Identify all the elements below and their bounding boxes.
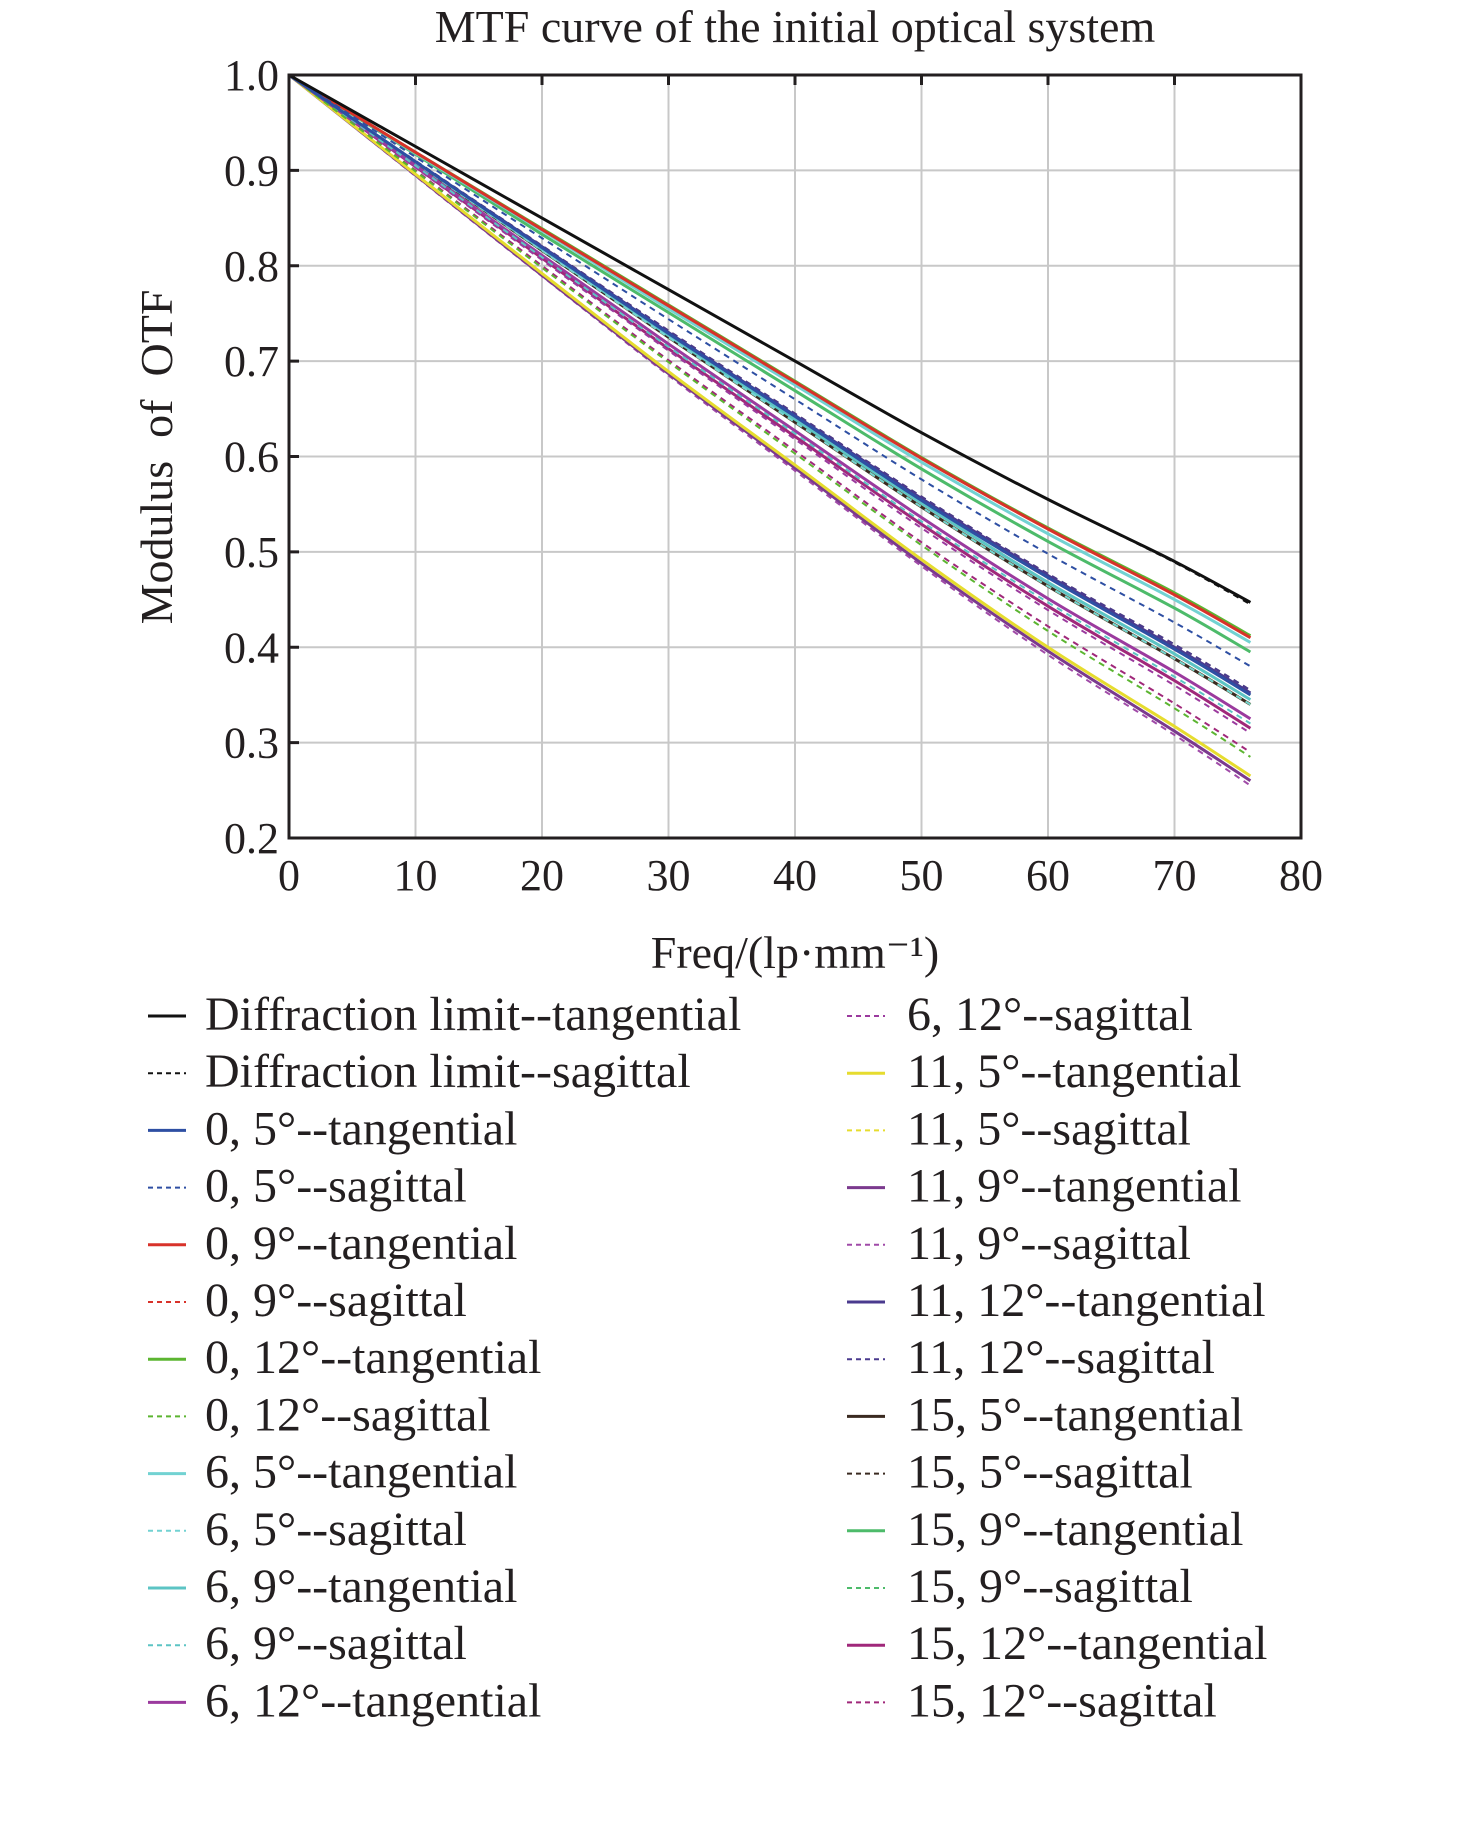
series-line-23 <box>288 74 1251 696</box>
legend-label: 11, 9°--sagittal <box>907 1217 1191 1270</box>
legend-label: 0, 5°--tangential <box>205 1102 517 1155</box>
legend-label: 0, 12°--sagittal <box>205 1388 491 1441</box>
legend-label: Diffraction limit--tangential <box>205 988 741 1041</box>
y-tick-label: 0.5 <box>224 528 279 577</box>
legend-label: 6, 5°--tangential <box>205 1446 517 1499</box>
series-line-9 <box>288 74 1251 706</box>
y-tick-label: 0.2 <box>224 814 279 863</box>
legend-label: 15, 5°--tangential <box>907 1388 1243 1441</box>
y-tick-label: 0.6 <box>224 433 279 482</box>
series-line-3 <box>288 74 1251 668</box>
x-tick-label: 0 <box>278 851 300 900</box>
legend-label: 6, 12°--tangential <box>205 1674 541 1727</box>
legend-label: 0, 5°--sagittal <box>205 1160 467 1213</box>
x-tick-label: 70 <box>1153 851 1197 900</box>
legend-label: 15, 9°--tangential <box>907 1503 1243 1556</box>
y-tick-label: 0.4 <box>224 623 279 672</box>
y-tick-label: 0.3 <box>224 719 279 768</box>
series-line-11 <box>288 74 1251 725</box>
series-line-21 <box>288 74 1251 692</box>
chart-title: MTF curve of the initial optical system <box>435 1 1156 52</box>
x-tick-label: 50 <box>900 851 944 900</box>
legend: Diffraction limit--tangentialDiffraction… <box>148 988 1267 1727</box>
x-axis-label: Freq/(lp·mm⁻¹) <box>651 927 939 978</box>
series-line-17 <box>288 74 1251 787</box>
x-tick-label: 20 <box>520 851 564 900</box>
series-line-19 <box>288 74 1251 692</box>
legend-label: 15, 12°--tangential <box>907 1617 1267 1670</box>
x-tick-label: 40 <box>773 851 817 900</box>
series-line-10 <box>288 73 1252 701</box>
series-line-4 <box>288 73 1252 640</box>
legend-label: 11, 12°--tangential <box>907 1274 1266 1327</box>
x-tick-label: 60 <box>1026 851 1070 900</box>
y-tick-label: 0.9 <box>224 146 279 195</box>
y-axis-label: Modulus of OTF <box>131 290 182 625</box>
legend-label: 11, 5°--tangential <box>907 1045 1242 1098</box>
x-tick-label: 10 <box>394 851 438 900</box>
legend-label: 15, 5°--sagittal <box>907 1446 1193 1499</box>
series-line-7 <box>288 74 1251 758</box>
y-tick-label: 0.8 <box>224 242 279 291</box>
legend-label: Diffraction limit--sagittal <box>205 1045 691 1098</box>
x-tick-label: 80 <box>1279 851 1323 900</box>
legend-label: 11, 12°--sagittal <box>907 1331 1215 1384</box>
series-line-1 <box>288 74 1251 606</box>
legend-label: 15, 12°--sagittal <box>907 1674 1217 1727</box>
series-line-14 <box>288 73 1252 778</box>
y-tick-label: 0.7 <box>224 337 279 386</box>
legend-label: 6, 5°--sagittal <box>205 1503 467 1556</box>
series-line-0 <box>288 73 1252 604</box>
legend-label: 6, 9°--tangential <box>205 1560 517 1613</box>
series-line-2 <box>288 73 1252 697</box>
series-line-12 <box>288 73 1252 721</box>
legend-label: 11, 5°--sagittal <box>907 1102 1191 1155</box>
legend-label: 15, 9°--sagittal <box>907 1560 1193 1613</box>
ticks: 0 10 20 30 40 50 60 70 80 0.2 0.3 0.4 0.5 0.6 0.7 0.8 0.… <box>224 51 1323 900</box>
legend-label: 0, 12°--tangential <box>205 1331 541 1384</box>
series-line-13 <box>288 74 1251 734</box>
legend-label: 11, 9°--tangential <box>907 1160 1242 1213</box>
series-line-5 <box>288 74 1251 639</box>
x-tick-label: 30 <box>647 851 691 900</box>
series-lines <box>288 73 1252 787</box>
legend-label: 0, 9°--tangential <box>205 1217 517 1270</box>
legend-label: 6, 12°--sagittal <box>907 988 1193 1041</box>
y-tick-label: 1.0 <box>224 51 279 100</box>
series-line-18 <box>288 73 1252 695</box>
legend-label: 0, 9°--sagittal <box>205 1274 467 1327</box>
legend-label: 6, 9°--sagittal <box>205 1617 467 1670</box>
